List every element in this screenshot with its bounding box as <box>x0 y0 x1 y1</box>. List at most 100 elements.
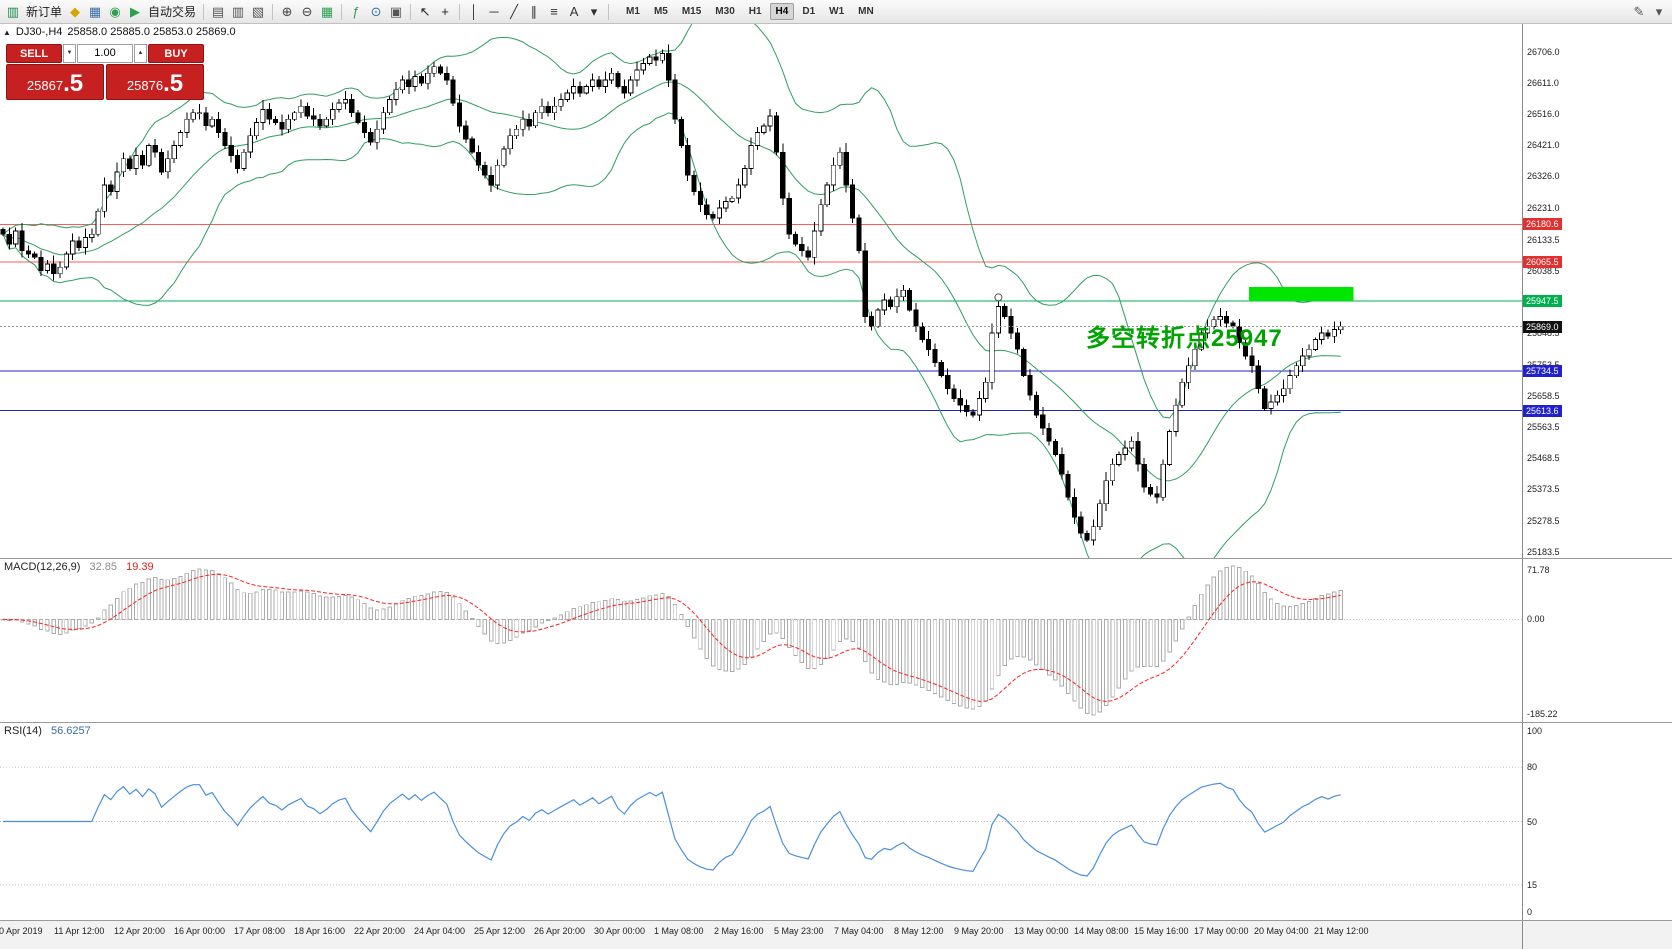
price-tick: 25753.5 <box>1527 360 1560 370</box>
time-tick: 16 Apr 00:00 <box>174 926 226 936</box>
horizontal-line-icon[interactable]: ─ <box>489 3 499 19</box>
price-tick: 25563.5 <box>1527 422 1560 433</box>
macd-tick: 71.78 <box>1527 565 1550 575</box>
timeframe-mn[interactable]: MN <box>858 6 874 17</box>
main-chart[interactable]: ▲ DJ30-,H4 25858.0 25885.0 25853.0 25869… <box>0 24 1672 558</box>
new-order-label[interactable]: 新订单 <box>26 5 63 19</box>
text-tool-icon[interactable]: A <box>569 3 579 19</box>
price-line-badge: 25947.5 <box>1523 294 1562 307</box>
chart-profiles-icon[interactable]: ▥ <box>231 3 245 19</box>
vertical-line-icon[interactable]: │ <box>469 3 479 19</box>
buy-price-main: 25876 <box>126 78 164 93</box>
timeframe-h1[interactable]: H1 <box>748 6 762 17</box>
price-line-badge: 25869.0 <box>1523 320 1562 333</box>
volume-input[interactable]: 1.00 <box>77 44 133 63</box>
refresh-icon[interactable]: ◉ <box>109 3 121 19</box>
time-tick: 26 Apr 20:00 <box>534 926 586 936</box>
indicators-icon[interactable]: ƒ <box>352 3 360 19</box>
timeframe-m1[interactable]: M1 <box>626 6 640 17</box>
time-tick: 20 May 04:00 <box>1254 926 1309 936</box>
timeframe-m30[interactable]: M30 <box>715 6 735 17</box>
arrows-tool-icon[interactable]: ▾ <box>590 3 598 19</box>
timeframe-h4[interactable]: H4 <box>769 3 795 20</box>
toolbar-separator <box>459 3 461 20</box>
time-tick: 24 Apr 04:00 <box>414 926 466 936</box>
buy-price-display[interactable]: 25876 .5 <box>106 64 204 100</box>
timeframe-m5[interactable]: M5 <box>653 6 668 17</box>
new-chart-icon[interactable]: ▤ <box>211 3 225 19</box>
more-icon[interactable]: ▾ <box>1655 3 1663 19</box>
autotrade-label[interactable]: 自动交易 <box>148 5 197 19</box>
time-axis-corner <box>1522 921 1672 949</box>
time-tick: 25 Apr 12:00 <box>474 926 526 936</box>
symbol-title: DJ30-,H4 <box>15 26 63 38</box>
toolbar-separator <box>341 3 343 20</box>
time-tick: 2 May 16:00 <box>714 926 764 936</box>
rsi-chart-surface[interactable] <box>0 723 1522 920</box>
trendline-icon[interactable]: ╱ <box>510 3 518 19</box>
buy-button[interactable]: BUY <box>148 44 204 63</box>
price-line-badge: 26180.6 <box>1523 218 1562 231</box>
market-depth-icon[interactable]: ▦ <box>88 3 102 19</box>
chart-shift-icon[interactable]: ▧ <box>251 3 265 19</box>
sell-price-display[interactable]: 25867 .5 <box>6 64 104 100</box>
time-tick: 13 May 00:00 <box>1014 926 1069 936</box>
sell-price-pips: .5 <box>63 70 84 97</box>
chart-text-annotation[interactable]: 多空转折点25947 <box>1086 325 1283 352</box>
symbol-info-bar: ▲ DJ30-,H4 25858.0 25885.0 25853.0 25869… <box>3 26 236 38</box>
toolbar: ▥ 新订单 ◆ ▦ ◉ ▶ 自动交易 ▤ ▥ ▧ ⊕ ⊖ ▦ ƒ ⊙ ▣ ↖ + │ ─ ╱ ∥ ≡ A ▾ M1 M5 M15 M3… <box>0 0 1672 24</box>
time-tick: 15 May 16:00 <box>1134 926 1189 936</box>
time-tick: 18 Apr 16:00 <box>294 926 346 936</box>
fibonacci-icon[interactable]: ≡ <box>550 3 558 19</box>
rsi-panel[interactable]: RSI(14) 56.6257 100 80 50 15 0 <box>0 722 1672 920</box>
period-icon[interactable]: ⊙ <box>370 3 382 19</box>
time-tick: 1 May 08:00 <box>654 926 704 936</box>
symbol-ohlc-values: 25858.0 25885.0 25853.0 25869.0 <box>67 26 236 38</box>
timeframe-d1[interactable]: D1 <box>802 6 816 17</box>
volume-up-button[interactable]: ▲ <box>134 44 147 63</box>
time-tick: 8 May 12:00 <box>894 926 944 936</box>
timeframe-w1[interactable]: W1 <box>829 6 845 17</box>
macd-axis[interactable]: 71.78 0.00 -185.22 <box>1522 559 1672 722</box>
tile-windows-icon[interactable]: ▦ <box>320 3 334 19</box>
price-tick: 26326.0 <box>1527 171 1560 182</box>
price-axis[interactable]: 26706.0 26611.0 26516.0 26421.0 26326.0 26231… <box>1522 24 1672 558</box>
candlestick-chart-surface[interactable] <box>0 24 1522 558</box>
time-axis[interactable]: 10 Apr 2019 11 Apr 12:00 12 Apr 20:00 16 Ap… <box>0 920 1672 949</box>
rsi-tick: 0 <box>1527 907 1533 917</box>
zoom-out-icon[interactable]: ⊖ <box>301 3 313 19</box>
edit-icon[interactable]: ✎ <box>1633 3 1645 19</box>
cursor-icon[interactable]: ↖ <box>419 3 431 19</box>
rsi-axis[interactable]: 100 80 50 15 0 <box>1522 723 1672 920</box>
hammer-icon[interactable]: ◆ <box>70 3 81 19</box>
macd-panel[interactable]: MACD(12,26,9) 32.85 19.39 71.78 0.00 -185.… <box>0 558 1672 722</box>
resistance-zone-rect <box>1248 286 1354 301</box>
price-tick: 25658.5 <box>1527 390 1560 401</box>
sell-button[interactable]: SELL <box>6 44 62 63</box>
crosshair-icon[interactable]: + <box>441 3 449 19</box>
macd-chart-surface[interactable] <box>0 559 1522 722</box>
rsi-tick: 15 <box>1527 879 1538 890</box>
rsi-tick: 50 <box>1527 816 1538 827</box>
price-tick: 25848.5 <box>1527 328 1560 339</box>
one-click-trading-panel: SELL ▼ 1.00 ▲ BUY 25867 .5 25876 .5 <box>6 44 204 100</box>
price-line-badge: 25734.5 <box>1523 364 1562 377</box>
new-order-icon[interactable]: ▥ <box>6 3 20 19</box>
one-click-collapse-icon[interactable]: ▲ <box>3 27 11 37</box>
macd-tick: 0.00 <box>1527 614 1545 625</box>
channel-icon[interactable]: ∥ <box>530 3 538 19</box>
time-tick: 21 May 12:00 <box>1314 926 1369 936</box>
rsi-name: RSI(14) <box>4 725 42 737</box>
price-tick: 26133.5 <box>1527 234 1560 245</box>
time-tick: 7 May 04:00 <box>834 926 884 936</box>
autotrade-play-icon[interactable]: ▶ <box>130 3 141 19</box>
toolbar-separator <box>608 3 610 20</box>
price-tick: 26421.0 <box>1527 140 1560 151</box>
volume-down-button[interactable]: ▼ <box>63 44 76 63</box>
rsi-tick: 80 <box>1527 762 1538 773</box>
zoom-in-icon[interactable]: ⊕ <box>281 3 293 19</box>
toolbar-separator <box>272 3 274 20</box>
time-tick: 10 Apr 2019 <box>0 926 43 936</box>
timeframe-m15[interactable]: M15 <box>681 6 702 17</box>
templates-icon[interactable]: ▣ <box>389 3 403 19</box>
